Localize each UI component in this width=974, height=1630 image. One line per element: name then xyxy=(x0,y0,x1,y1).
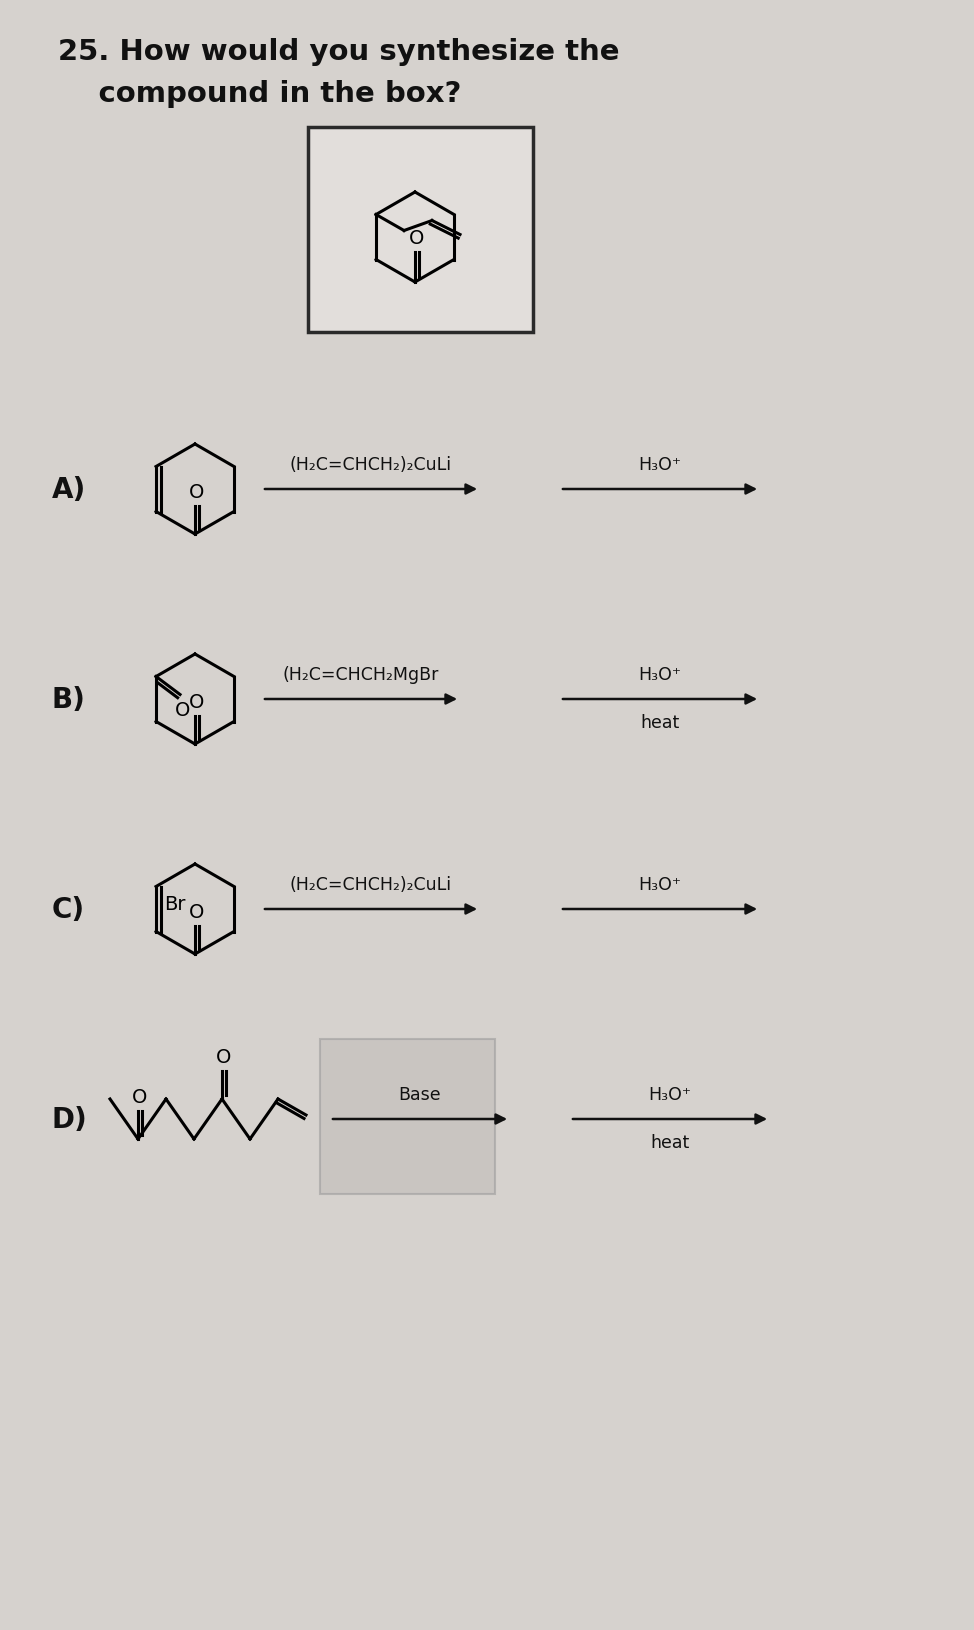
Text: A): A) xyxy=(52,476,87,504)
Text: O: O xyxy=(189,693,205,712)
Text: heat: heat xyxy=(651,1133,690,1151)
Text: H₃O⁺: H₃O⁺ xyxy=(639,875,682,893)
Text: Br: Br xyxy=(164,895,185,914)
Text: O: O xyxy=(132,1087,148,1107)
Text: O: O xyxy=(175,701,191,720)
Bar xyxy=(308,127,533,333)
Text: (H₂C=CHCH₂)₂CuLi: (H₂C=CHCH₂)₂CuLi xyxy=(290,456,452,474)
Text: O: O xyxy=(216,1048,232,1066)
Text: 25. How would you synthesize the: 25. How would you synthesize the xyxy=(58,37,619,65)
Text: B): B) xyxy=(52,686,86,714)
Text: H₃O⁺: H₃O⁺ xyxy=(649,1086,692,1104)
Text: H₃O⁺: H₃O⁺ xyxy=(639,456,682,474)
Text: H₃O⁺: H₃O⁺ xyxy=(639,665,682,683)
Text: O: O xyxy=(189,903,205,921)
Text: O: O xyxy=(409,228,425,248)
Text: C): C) xyxy=(52,895,85,924)
Text: Base: Base xyxy=(398,1086,441,1104)
Text: O: O xyxy=(189,482,205,502)
Bar xyxy=(320,1040,495,1195)
Text: compound in the box?: compound in the box? xyxy=(58,80,462,108)
Text: (H₂C=CHCH₂MgBr: (H₂C=CHCH₂MgBr xyxy=(282,665,439,683)
Text: D): D) xyxy=(52,1105,88,1133)
Text: (H₂C=CHCH₂)₂CuLi: (H₂C=CHCH₂)₂CuLi xyxy=(290,875,452,893)
Text: heat: heat xyxy=(640,714,680,732)
